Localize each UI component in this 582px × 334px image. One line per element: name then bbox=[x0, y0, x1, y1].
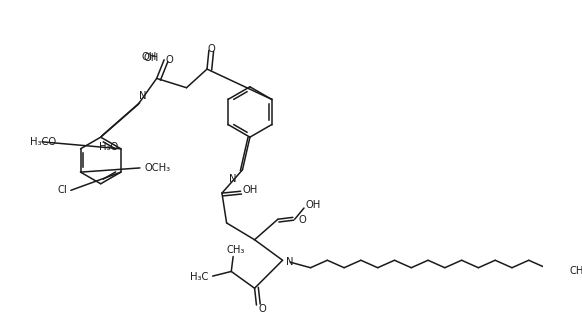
Text: O: O bbox=[208, 44, 215, 54]
Text: N: N bbox=[139, 91, 147, 101]
Text: OH: OH bbox=[243, 185, 258, 195]
Text: O: O bbox=[258, 304, 266, 314]
Text: OH: OH bbox=[143, 53, 159, 63]
Text: H₃O: H₃O bbox=[99, 142, 118, 152]
Text: OH: OH bbox=[306, 200, 321, 210]
Text: OH: OH bbox=[141, 52, 157, 61]
Text: O: O bbox=[299, 215, 306, 225]
Text: O: O bbox=[166, 55, 173, 65]
Text: CH₃: CH₃ bbox=[570, 267, 582, 277]
Text: OCH₃: OCH₃ bbox=[144, 163, 171, 173]
Text: CH₃: CH₃ bbox=[227, 245, 245, 255]
Text: H₃CO: H₃CO bbox=[30, 137, 56, 147]
Text: H₃C: H₃C bbox=[190, 272, 208, 282]
Text: N: N bbox=[229, 174, 237, 183]
Text: Cl: Cl bbox=[58, 185, 67, 195]
Text: N: N bbox=[286, 257, 294, 267]
